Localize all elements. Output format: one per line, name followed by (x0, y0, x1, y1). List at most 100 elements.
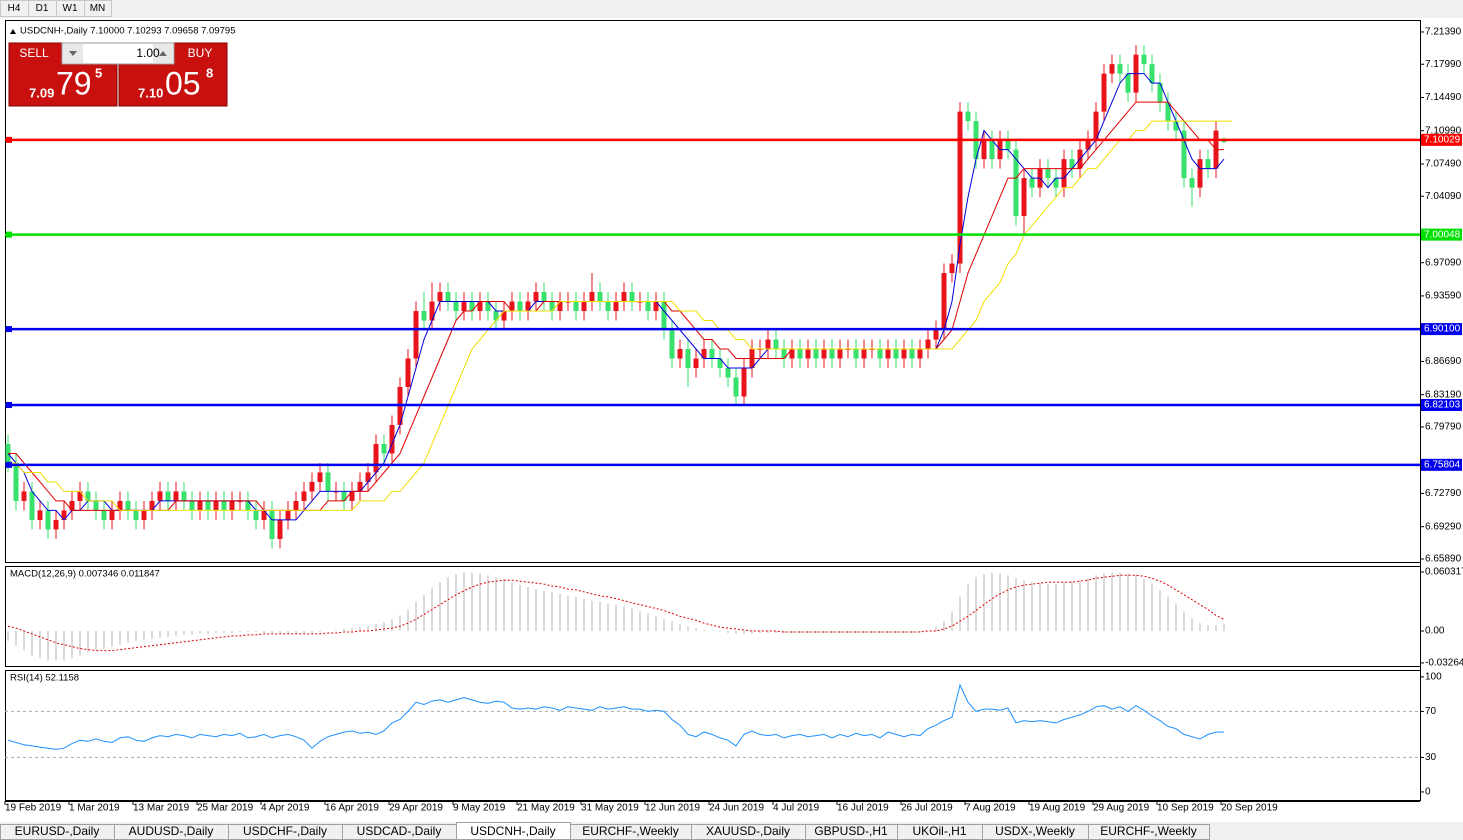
candle-body (253, 510, 259, 520)
x-tick-label: 31 May 2019 (581, 803, 639, 814)
chart-tabs: EURUSD-,Daily AUDUSD-,Daily USDCHF-,Daily U… (0, 822, 1463, 840)
tab-label[interactable]: USDX-,Weekly (995, 824, 1075, 838)
candle-body (309, 481, 315, 492)
candle-body (525, 301, 531, 312)
level-label: 7.00048 (1424, 229, 1461, 240)
candle-body (557, 301, 563, 312)
candle-body (677, 349, 683, 359)
x-tick-label: 16 Apr 2019 (325, 803, 379, 814)
timeframe-label[interactable]: D1 (36, 3, 49, 14)
candle-body (1189, 178, 1195, 188)
candle-body (13, 462, 19, 501)
candle-body (261, 510, 267, 520)
candle-body (1165, 102, 1171, 122)
tab-label[interactable]: USDCHF-,Daily (243, 824, 327, 838)
indicator-title: RSI(14) 52.1158 (10, 673, 79, 684)
candle-body (517, 301, 523, 312)
candle-body (917, 349, 923, 359)
level-label-bg (1421, 399, 1462, 412)
y-tick-label: 6.65890 (1425, 554, 1462, 565)
candle-body (477, 301, 483, 312)
candle-body (1053, 178, 1059, 188)
tab-label[interactable]: USDCNH-,Daily (470, 824, 555, 838)
ask-big: 7.10 (138, 85, 163, 100)
candle-body (173, 491, 179, 501)
tab-label[interactable]: USDCAD-,Daily (357, 824, 442, 838)
candle-body (213, 500, 219, 511)
tab-label[interactable]: GBPUSD-,H1 (814, 824, 888, 838)
tab-label[interactable]: EURCHF-,Weekly (582, 824, 678, 838)
lot-value[interactable]: 1.00 (136, 46, 160, 60)
candle-body (101, 510, 107, 520)
candle-body (565, 301, 571, 303)
candle-body (1005, 140, 1011, 150)
candle-body (653, 301, 659, 312)
candle-body (933, 330, 939, 340)
candle-body (629, 292, 635, 302)
candle-body (1101, 73, 1107, 112)
indicator-title: MACD(12,26,9) 0.007346 0.011847 (10, 569, 160, 580)
sell-button[interactable]: SELL (19, 46, 49, 60)
x-tick-label: 4 Apr 2019 (261, 803, 310, 814)
y-tick-label: 6.72790 (1425, 488, 1462, 499)
candle-body (229, 500, 235, 511)
candle-body (1021, 178, 1027, 217)
tab-label[interactable]: AUDUSD-,Daily (129, 824, 214, 838)
x-tick-label: 29 Aug 2019 (1093, 803, 1150, 814)
panel-frame (5, 670, 1421, 801)
y-tick-label: 0.00 (1425, 626, 1445, 637)
candle-body (741, 368, 747, 397)
level-handle (6, 136, 12, 143)
level-label: 7.10029 (1424, 134, 1461, 145)
buy-button[interactable]: BUY (188, 46, 213, 60)
x-tick-label: 26 Jul 2019 (901, 803, 953, 814)
candle-body (733, 377, 739, 397)
candle-body (885, 349, 891, 359)
y-tick-label: 6.97090 (1425, 257, 1462, 268)
candle-body (1085, 140, 1091, 150)
candle-body (981, 140, 987, 160)
candle-body (989, 140, 995, 160)
x-tick-label: 25 Mar 2019 (197, 803, 254, 814)
y-tick-label: 7.14490 (1425, 92, 1462, 103)
candle-body (877, 349, 883, 359)
timeframe-button[interactable] (84, 0, 112, 17)
candle-body (693, 358, 699, 369)
x-tick-label: 21 May 2019 (517, 803, 575, 814)
tab-label[interactable]: EURCHF-,Weekly (1100, 824, 1196, 838)
level-label-bg (1421, 133, 1462, 146)
y-tick-label: 6.79790 (1425, 422, 1462, 433)
candle-body (365, 472, 371, 482)
lot-input[interactable] (61, 42, 175, 65)
candle-body (109, 510, 115, 520)
tab-label[interactable]: EURUSD-,Daily (15, 824, 100, 838)
candle-body (597, 292, 603, 302)
candle-body (605, 301, 611, 312)
candle-body (941, 273, 947, 331)
tab-label[interactable]: UKOil-,H1 (912, 824, 966, 838)
panel-frame (5, 566, 1421, 667)
candle-body (293, 500, 299, 511)
candle-body (117, 500, 123, 511)
timeframe-label[interactable]: H4 (8, 3, 21, 14)
y-tick-label: 0 (1425, 787, 1431, 798)
candle-body (1149, 64, 1155, 84)
candle-body (469, 301, 475, 312)
x-tick-label: 9 May 2019 (453, 803, 506, 814)
candle-body (221, 500, 227, 511)
candle-body (1093, 111, 1099, 141)
level-handle (6, 326, 12, 333)
candle-body (789, 349, 795, 359)
tab-label[interactable]: XAUUSD-,Daily (706, 824, 790, 838)
candle-body (645, 301, 651, 312)
candle-body (157, 491, 163, 501)
toolbar-bg (0, 0, 1463, 18)
candle-body (333, 491, 339, 493)
timeframe-label[interactable]: MN (90, 3, 106, 14)
chart-title: USDCNH-,Daily 7.10000 7.10293 7.09658 7.… (20, 26, 235, 37)
candle-body (285, 510, 291, 520)
candle-body (773, 339, 779, 350)
candle-body (621, 292, 627, 302)
timeframe-label[interactable]: W1 (63, 3, 78, 14)
candle-body (341, 491, 347, 501)
